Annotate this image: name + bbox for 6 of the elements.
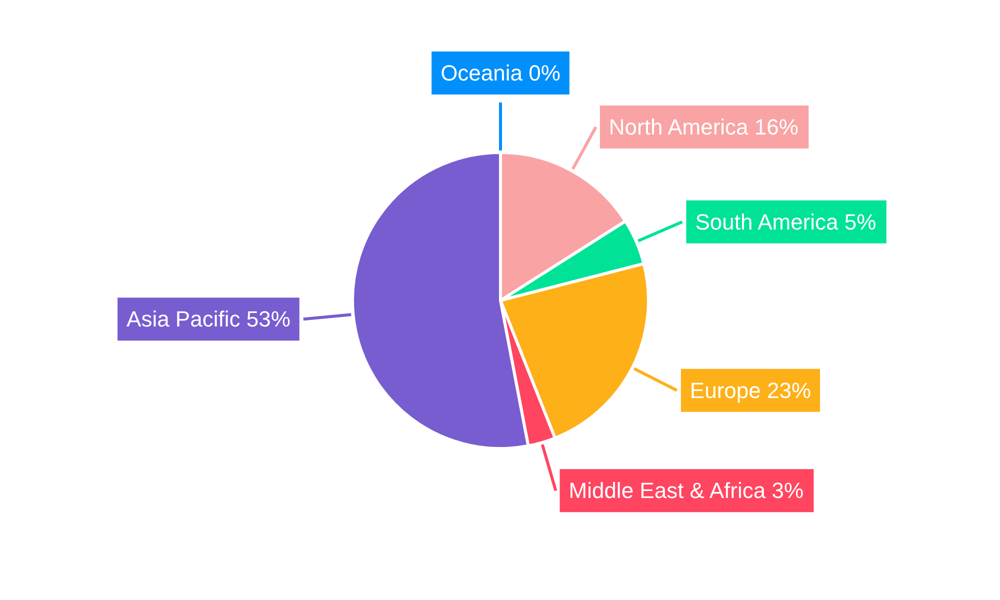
category-label: Oceania 0% xyxy=(440,60,560,86)
slice-label: North America 16% xyxy=(608,114,798,140)
slice-label: Middle East & Africa 3% xyxy=(568,478,804,504)
slice-label: Europe 23% xyxy=(690,378,812,403)
slice-label: South America 5% xyxy=(695,209,876,234)
slice-label: Asia Pacific 53% xyxy=(126,306,290,332)
